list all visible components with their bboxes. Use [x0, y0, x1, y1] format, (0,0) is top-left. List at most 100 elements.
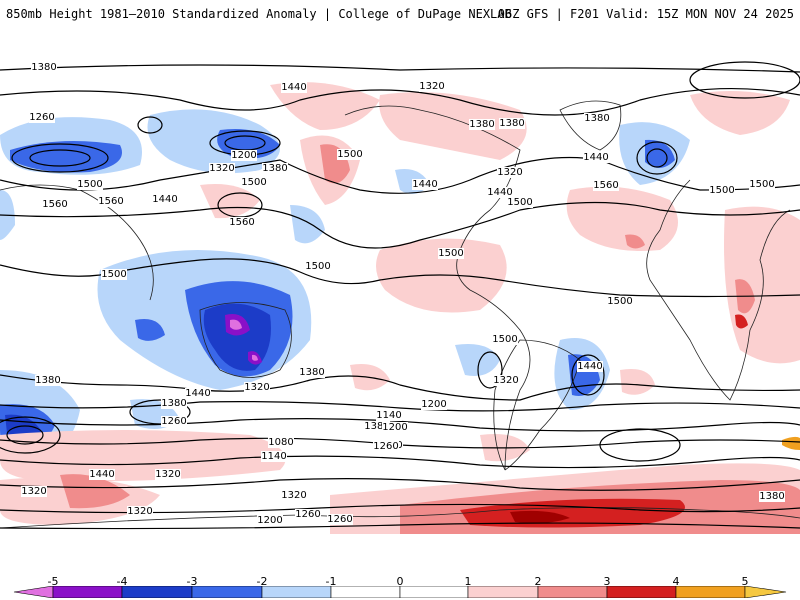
- contour-label-background: [257, 515, 283, 526]
- contour-label-text: 1500: [749, 179, 774, 190]
- anomaly-neg2-region: [10, 141, 122, 173]
- contour-label: 1380: [262, 163, 288, 174]
- contour-label: 1380: [364, 421, 390, 432]
- contour-label-background: [412, 179, 438, 190]
- contour-label-text: 1320: [244, 382, 269, 393]
- contour-label: 1260: [29, 112, 55, 123]
- contour-label: 1380: [759, 491, 785, 502]
- contour-label: 1500: [607, 296, 633, 307]
- contour-line: [0, 418, 800, 432]
- contour-label: 1440: [152, 194, 178, 205]
- contour-label-text: 1440: [185, 388, 210, 399]
- contour-label-text: 1500: [305, 261, 330, 272]
- contour-label-text: 1200: [382, 422, 407, 433]
- coastlines: [0, 100, 800, 529]
- contour-label: 1320: [419, 81, 445, 92]
- contour-label: 1500: [101, 269, 127, 280]
- contour-label: 1200: [231, 150, 257, 161]
- contour-label-background: [421, 399, 447, 410]
- contour-label: 1320: [21, 486, 47, 497]
- contour-label: 1440: [281, 82, 307, 93]
- contour-label-background: [364, 421, 390, 432]
- contour-label-text: 1440: [152, 194, 177, 205]
- colorbar-tick: 3: [603, 575, 611, 588]
- contour-label-background: [327, 514, 353, 525]
- anomaly-neg2-region: [645, 139, 675, 169]
- contour-label-background: [497, 167, 523, 178]
- contour-label-text: 1560: [593, 180, 618, 191]
- contour-label: 1560: [42, 199, 68, 210]
- contour-low: [571, 354, 605, 396]
- contour-line: [0, 88, 800, 116]
- contour-label: 1200: [382, 422, 408, 433]
- contour-label-text: 1380: [299, 367, 324, 378]
- contour-label-text: 1500: [241, 177, 266, 188]
- anomaly-pos2-region: [60, 474, 130, 509]
- contour-label-text: 1080: [268, 437, 293, 448]
- coastline-greenland: [559, 100, 622, 151]
- contour-label-text: 1380: [499, 118, 524, 129]
- contour-line: [0, 64, 800, 73]
- map-title: 850mb Height 1981–2010 Standardized Anom…: [6, 7, 512, 21]
- contour-label: 1500: [305, 261, 331, 272]
- colorbar-tick: 2: [534, 575, 542, 588]
- contour-label-background: [185, 388, 211, 399]
- anomaly-pos4-region: [510, 510, 570, 524]
- contour-label-background: [21, 486, 47, 497]
- contour-label-background: [382, 422, 408, 433]
- contour-label: 1500: [492, 334, 518, 345]
- contour-label: 1380: [31, 62, 57, 73]
- anomaly-pos1-region: [620, 369, 655, 395]
- contour-label: 1500: [749, 179, 775, 190]
- contour-label-text: 1380: [759, 491, 784, 502]
- contour-label-text: 1560: [229, 217, 254, 228]
- contour-label-background: [376, 410, 402, 421]
- contour-label: 1500: [241, 177, 267, 188]
- contour-label-background: [507, 197, 533, 208]
- contour-label-text: 1500: [337, 149, 362, 160]
- contour-high: [137, 116, 163, 134]
- contour-line: [0, 455, 800, 469]
- colorbar-tick: -4: [116, 575, 128, 588]
- contour-label-background: [241, 177, 267, 188]
- contour-label: 1560: [98, 196, 124, 207]
- contour-label-text: 1320: [209, 163, 234, 174]
- contour-label-text: 1140: [376, 410, 401, 421]
- contour-label: 1500: [438, 248, 464, 259]
- contour-label: 1440: [185, 388, 211, 399]
- contour-label-background: [89, 469, 115, 480]
- contour-label-background: [152, 194, 178, 205]
- anomaly-pos5-region: [782, 436, 800, 450]
- contour-low: [129, 399, 191, 425]
- contour-label-background: [299, 367, 325, 378]
- contour-line: [0, 478, 800, 491]
- anomaly-neg2-region: [135, 319, 165, 341]
- colorbar-segment-neg1: [261, 586, 332, 598]
- contour-low: [29, 149, 91, 167]
- contour-label-text: 1380: [262, 163, 287, 174]
- contour-label-text: 1500: [507, 197, 532, 208]
- colorbar-segment-neg4: [52, 586, 123, 598]
- contour-line: [0, 201, 800, 249]
- contour-label-background: [295, 509, 321, 520]
- contour-line: [0, 401, 800, 412]
- contour-label-background: [231, 150, 257, 161]
- contour-label-background: [709, 185, 735, 196]
- contour-label-background: [261, 451, 287, 462]
- contour-label: 1320: [281, 490, 307, 501]
- contour-line: [0, 522, 800, 530]
- contour-label: 1500: [507, 197, 533, 208]
- coastline-europe-africa: [646, 179, 791, 401]
- contour-label-text: 1320: [419, 81, 444, 92]
- colorbar-tick: -5: [47, 575, 59, 588]
- contour-label-text: 1440: [89, 469, 114, 480]
- contour-label-text: 1440: [487, 187, 512, 198]
- contour-label-background: [42, 199, 68, 210]
- contour-label-text: 1320: [497, 167, 522, 178]
- contour-low: [6, 425, 44, 445]
- colorbar-tick: -3: [186, 575, 198, 588]
- contour-label-background: [209, 163, 235, 174]
- contour-label: 1260: [327, 514, 353, 525]
- contour-label: 1380: [584, 113, 610, 124]
